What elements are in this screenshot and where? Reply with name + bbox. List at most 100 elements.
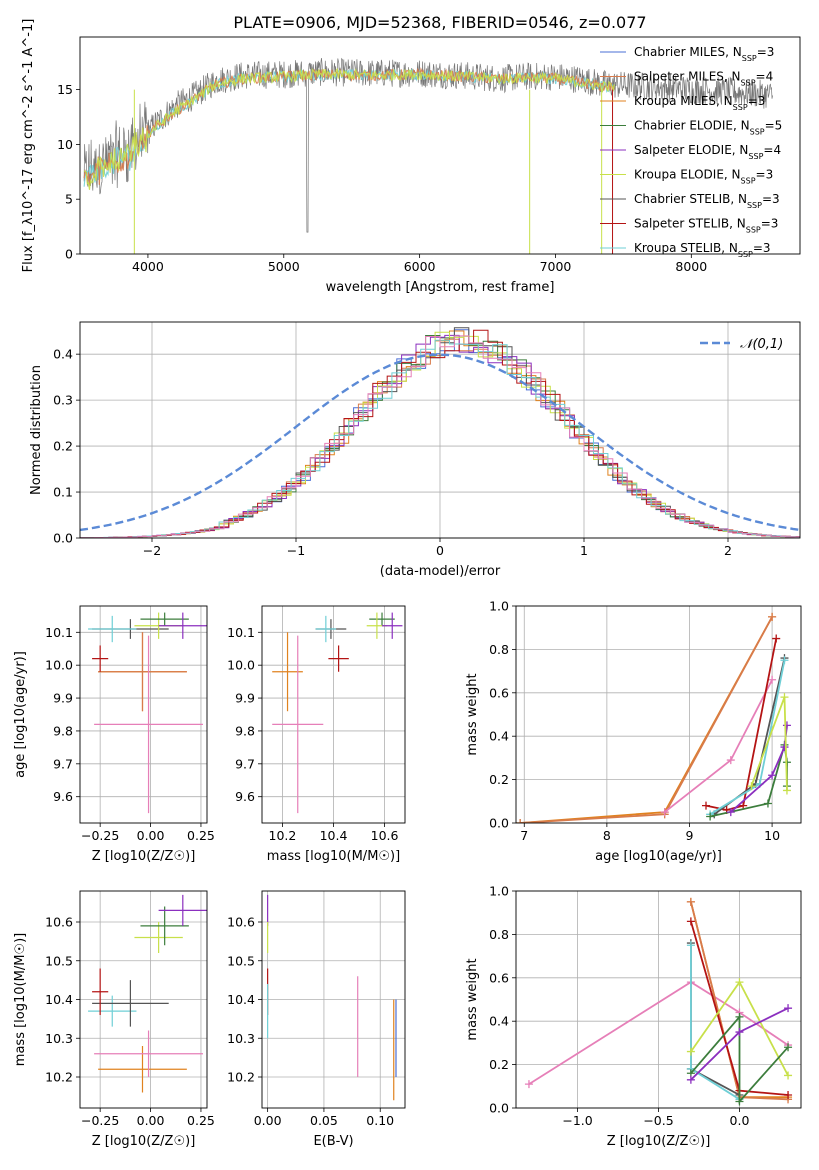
figure-title: PLATE=0906, MJD=52368, FIBERID=0546, z=0… (233, 13, 646, 32)
y-tick-label: 5 (65, 192, 73, 207)
y-tick-label: 0.2 (53, 439, 73, 454)
x-axis-label: Z [log10(Z/Z☉)] (92, 1134, 196, 1149)
plus-marker (686, 917, 695, 926)
plus-marker (735, 978, 744, 987)
x-tick-label: −0.25 (81, 1113, 119, 1128)
y-tick-label: 10.5 (227, 953, 255, 968)
x-tick-label: −0.5 (643, 1113, 673, 1128)
y-tick-label: 9.8 (235, 723, 255, 738)
spectrum-legend: Chabrier MILES, NSSP=3 Salpeter MILES, NS… (600, 45, 782, 259)
x-tick-label: 8 (603, 828, 611, 843)
legend-subscript: SSP (746, 225, 761, 234)
histogram-step-line (80, 335, 800, 538)
legend-nssp: =4 (763, 143, 781, 157)
y-axis-label: mass weight (465, 673, 480, 755)
legend-subscript: SSP (733, 103, 748, 112)
legend-subscript: SSP (747, 201, 762, 210)
x-axis-label: wavelength [Angstrom, rest frame] (326, 280, 555, 295)
plot-frame (79, 321, 801, 539)
plus-marker (784, 1004, 793, 1013)
legend-subscript: SSP (748, 152, 763, 161)
legend-subscript: SSP (738, 250, 753, 259)
plus-marker (686, 1047, 695, 1056)
x-tick-label: 0.05 (310, 1113, 338, 1128)
y-tick-label: 10.3 (227, 1031, 255, 1046)
legend-subscript: SSP (741, 78, 756, 87)
y-tick-label: 10.2 (227, 1070, 255, 1085)
hist-marks (80, 327, 800, 538)
y-tick-label: 0 (65, 247, 73, 262)
mass-vs-metallicity-marks (88, 894, 207, 1093)
mass-weight-line (520, 616, 773, 823)
y-axis-label: age [log10(age/yr)] (13, 651, 28, 778)
legend-entry: Kroupa STELIB, NSSP=3 (634, 241, 771, 259)
x-tick-label: 0.25 (187, 1113, 215, 1128)
x-tick-label: 10 (764, 828, 780, 843)
residual-histogram-chart: −2 −1 0 1 2 0.0 0.1 0.2 0.3 0.4 (data-model)/error… (29, 321, 801, 579)
legend-entry: Salpeter ELODIE, NSSP=4 (634, 143, 781, 161)
plus-marker (780, 693, 789, 702)
legend-nssp: =3 (757, 45, 775, 59)
y-tick-label: 10.3 (45, 1031, 73, 1046)
legend-entry: Salpeter STELIB, NSSP=3 (634, 217, 778, 235)
plus-marker (768, 612, 777, 621)
plus-marker (686, 1075, 695, 1084)
x-axis-label: E(B-V) (313, 1134, 353, 1149)
histogram-step-line (80, 339, 800, 538)
y-tick-label: 0.1 (53, 485, 73, 500)
mass-vs-ebv-chart: 0.00 0.05 0.10 10.2 10.3 10.4 10.5 10.6 E(B-V) (227, 890, 406, 1149)
x-tick-label: 7 (520, 828, 528, 843)
normal-curve-line (80, 353, 800, 532)
mass-weight-line (690, 1014, 789, 1104)
plus-marker (747, 782, 756, 791)
legend-entry: Kroupa ELODIE, NSSP=3 (634, 168, 773, 186)
y-tick-label: 0.0 (489, 816, 509, 831)
legend-nssp: =3 (753, 241, 771, 255)
legend-nssp: =3 (756, 168, 774, 182)
histogram-step-line (80, 338, 800, 538)
spectrum-marks (83, 57, 773, 254)
y-tick-label: 0.8 (489, 927, 509, 942)
y-tick-label: 0.8 (489, 642, 509, 657)
plot-frame (261, 890, 406, 1109)
plus-marker (660, 808, 669, 817)
x-tick-label: 6000 (404, 259, 436, 274)
plus-marker (784, 1071, 793, 1080)
y-tick-label: 10.2 (45, 1070, 73, 1085)
y-tick-label: 10.0 (227, 658, 255, 673)
y-tick-label: 9.9 (235, 691, 255, 706)
y-tick-label: 10.1 (227, 625, 255, 640)
mass-weight-vs-age-marks (516, 612, 791, 823)
y-axis-label: mass weight (465, 958, 480, 1040)
x-tick-label: −1 (287, 543, 305, 558)
mass-weight-vs-age-chart: 7 8 9 10 0.0 0.2 0.4 0.6 0.8 1.0 age [log10(age/yr… (465, 599, 802, 864)
mass-weight-line (520, 616, 773, 823)
y-tick-label: 10.5 (45, 953, 73, 968)
mass-vs-metallicity-chart: −0.25 0.00 0.25 10.2 10.3 10.4 10.5 10.6 Z [log1… (13, 890, 215, 1149)
y-tick-label: 9.6 (53, 789, 73, 804)
legend-subscript: SSP (750, 127, 765, 136)
x-tick-label: 5000 (268, 259, 300, 274)
age-vs-metallicity-marks (88, 612, 207, 814)
y-tick-label: 10 (57, 137, 73, 152)
plot-frame (515, 890, 802, 1109)
x-tick-label: 2 (724, 543, 732, 558)
x-tick-label: −2 (143, 543, 161, 558)
x-tick-label: 1 (580, 543, 588, 558)
plus-marker (735, 1097, 744, 1106)
y-tick-label: 9.7 (53, 756, 73, 771)
x-tick-label: 0.0 (730, 1113, 750, 1128)
age-vs-metallicity-chart: −0.25 0.00 0.25 9.6 9.7 9.8 9.9 10.0 10.1 Z [log1… (13, 605, 215, 864)
plus-marker (735, 1028, 744, 1037)
plus-marker (780, 656, 789, 665)
legend-entry: Salpeter MILES, NSSP=4 (634, 70, 773, 88)
legend-nssp: =3 (761, 217, 779, 231)
model-spectrum-line (83, 67, 615, 186)
y-axis-label: Normed distribution (29, 365, 44, 495)
legend-entry: 𝒩(0,1) (740, 337, 783, 352)
mass-weight-vs-metallicity-chart: −1.0 −0.5 0.0 0.0 0.2 0.4 0.6 0.8 1.0 Z [log10(Z/… (465, 884, 802, 1149)
x-tick-label: −0.25 (81, 828, 119, 843)
plus-marker (768, 675, 777, 684)
plot-frame (79, 890, 208, 1109)
x-tick-label: 7000 (540, 259, 572, 274)
